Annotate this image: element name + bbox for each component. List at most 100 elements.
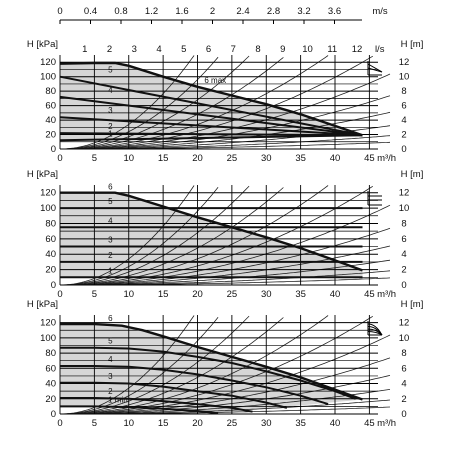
flow-ls-tick-label: 1: [82, 44, 87, 55]
right-tick-label: 4: [401, 249, 406, 260]
right-tick-label: 6: [401, 363, 406, 374]
flow-ls-tick-label: 4: [156, 44, 161, 55]
curve-label: 6: [108, 314, 113, 323]
curve-5: [60, 346, 356, 400]
flow-ls-tick-label: 9: [280, 44, 285, 55]
left-tick-label: 100: [40, 72, 56, 83]
icon-curve: [367, 331, 383, 336]
bottom-tick-label: 0: [57, 418, 62, 429]
bottom-tick-label: 35: [295, 289, 306, 300]
bottom-tick-label: 35: [295, 418, 306, 429]
bottom-tick-label: 25: [227, 289, 238, 300]
left-tick-label: 100: [40, 333, 56, 344]
curve-3: [59, 116, 363, 137]
velocity-tick-label: 0.8: [114, 6, 127, 17]
right-tick-label: 8: [401, 86, 406, 97]
left-tick-label: 60: [45, 363, 56, 374]
bottom-tick-label: 0: [57, 153, 62, 164]
icon-line: [367, 67, 383, 73]
left-tick-label: 60: [45, 234, 56, 245]
system-curve: [60, 55, 250, 150]
flow-ls-tick-label: 2: [107, 44, 112, 55]
right-tick-label: 10: [399, 72, 410, 83]
left-tick-label: 20: [45, 394, 56, 405]
velocity-tick-label: 3.6: [328, 6, 341, 17]
left-tick-label: 80: [45, 86, 56, 97]
flow-ls-tick-label: 11: [327, 44, 337, 55]
curve-label: 2: [108, 122, 113, 131]
left-tick-label: 120: [40, 188, 56, 199]
left-tick-label: 80: [45, 348, 56, 359]
curve-6-max: [59, 61, 363, 137]
right-tick-label: 4: [401, 379, 406, 390]
left-axis-label: H [kPa]: [27, 169, 58, 180]
curve-label: 1 min: [108, 395, 128, 404]
right-tick-label: 8: [401, 218, 406, 229]
left-tick-label: 20: [45, 265, 56, 276]
velocity-tick-label: 3.2: [297, 6, 310, 17]
left-tick-label: 0: [51, 144, 56, 155]
right-axis-label: H [m]: [401, 39, 424, 50]
right-tick-label: 6: [401, 101, 406, 112]
left-tick-label: 80: [45, 218, 56, 229]
system-curve: [60, 185, 250, 286]
left-tick-label: 0: [51, 280, 56, 291]
velocity-tick-label: 0.4: [84, 6, 97, 17]
bottom-tick-label: 30: [261, 418, 272, 429]
curve-label: 5: [108, 337, 113, 346]
operating-region: [60, 192, 363, 278]
system-curve: [60, 315, 250, 415]
flow-ls-tick-label: 3: [132, 44, 137, 55]
bottom-axis-label: m³/h: [377, 289, 396, 300]
flow-ls-tick-label: 8: [255, 44, 260, 55]
velocity-unit-label: m/s: [372, 6, 388, 17]
curve-4: [60, 365, 329, 406]
curve-label: 3: [108, 372, 113, 381]
system-curve: [60, 317, 219, 415]
bottom-tick-label: 0: [57, 289, 62, 300]
curve-6: [60, 191, 363, 272]
flow-ls-tick-label: 6: [206, 44, 211, 55]
bottom-tick-label: 40: [330, 289, 341, 300]
right-tick-label: 2: [401, 130, 406, 141]
flow-ls-tick-label: 12: [352, 44, 363, 55]
right-tick-label: 0: [401, 144, 406, 155]
right-tick-label: 4: [401, 115, 406, 126]
curve-label: 2: [108, 251, 113, 260]
flow-ls-tick-label: 7: [231, 44, 236, 55]
velocity-tick-label: 1.2: [145, 6, 158, 17]
proportional-pressure-icon: [367, 61, 383, 76]
bottom-tick-label: 45: [364, 289, 375, 300]
constant-pressure-icon: [367, 191, 382, 206]
bottom-tick-label: 25: [227, 418, 238, 429]
curve-2: [60, 397, 253, 413]
curve-label: 4: [108, 216, 113, 225]
left-tick-label: 40: [45, 115, 56, 126]
left-tick-label: 60: [45, 101, 56, 112]
velocity-tick-label: 0: [57, 6, 62, 17]
system-curve: [60, 187, 284, 286]
curve-label: 1: [108, 266, 113, 275]
bottom-tick-label: 15: [158, 153, 169, 164]
curve-label: 2: [108, 387, 113, 396]
bottom-tick-label: 10: [123, 153, 134, 164]
bottom-tick-label: 5: [92, 418, 97, 429]
bottom-tick-label: 20: [192, 289, 203, 300]
curve-2: [59, 132, 363, 137]
curve-6: [60, 322, 363, 401]
system-curve: [60, 185, 374, 286]
left-tick-label: 120: [40, 57, 56, 68]
bottom-tick-label: 15: [158, 418, 169, 429]
bottom-tick-label: 20: [192, 418, 203, 429]
right-tick-label: 12: [399, 57, 410, 68]
flow-ls-tick-label: 10: [302, 44, 313, 55]
bottom-tick-label: 10: [123, 418, 134, 429]
curve-label: 3: [108, 106, 113, 115]
icon-line: [367, 63, 383, 73]
right-axis-label: H [m]: [401, 169, 424, 180]
